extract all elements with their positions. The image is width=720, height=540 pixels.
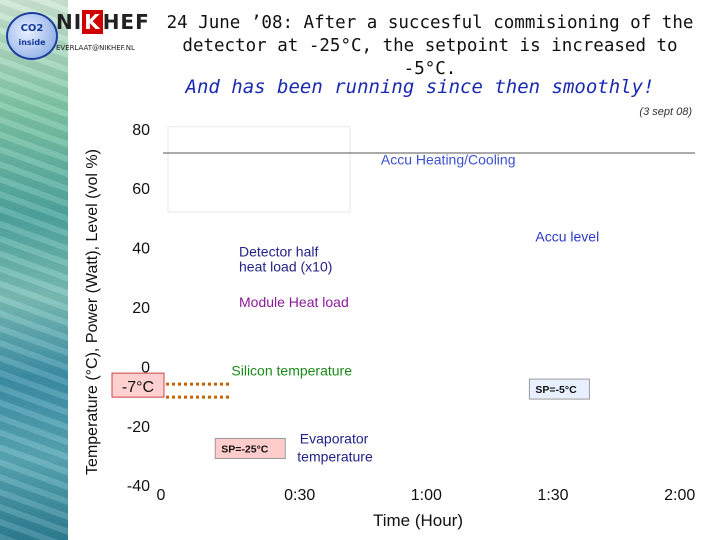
co2-text: CO2 bbox=[20, 23, 44, 34]
y-tick-label: 60 bbox=[132, 181, 150, 198]
y-tick-label: 20 bbox=[132, 300, 150, 317]
title-line-1: 24 June ’08: After a succesful commision… bbox=[166, 13, 694, 33]
annotation-label: Accu level bbox=[535, 229, 599, 245]
x-tick-label: 2:00 bbox=[664, 487, 695, 504]
subtitle: And has been running since then smoothly… bbox=[185, 76, 655, 98]
annotation-label: Module Heat load bbox=[239, 294, 349, 310]
brand-right: HEF bbox=[102, 10, 150, 34]
x-axis-label: Time (Hour) bbox=[373, 511, 463, 530]
page-title: 24 June ’08: After a succesful commision… bbox=[160, 12, 700, 81]
y-tick-label: -40 bbox=[127, 478, 150, 495]
y-tick-label: 80 bbox=[132, 122, 150, 139]
setpoint-marker-label: -7°C bbox=[122, 379, 154, 396]
brand-left: NI bbox=[56, 10, 83, 34]
co2-inside-logo: CO2 inside bbox=[6, 12, 58, 60]
x-tick-label: 0 bbox=[157, 487, 166, 504]
annotation-label: Accu Heating/Cooling bbox=[381, 151, 516, 167]
annotation-label: heat load (x10) bbox=[239, 258, 332, 274]
email: EVERLAAT@NIKHEF.NL bbox=[56, 44, 135, 52]
setpoint-label: SP=-25°C bbox=[221, 443, 269, 455]
x-tick-label: 1:00 bbox=[411, 487, 442, 504]
brand-k: K bbox=[82, 10, 103, 34]
date-note: (3 sept 08) bbox=[639, 106, 692, 118]
x-tick-label: 1:30 bbox=[537, 487, 568, 504]
logo: CO2 inside NI K HEF EVERLAAT@NIKHEF.NL bbox=[6, 4, 156, 64]
co2-sub-text: inside bbox=[18, 38, 46, 47]
x-tick-label: 0:30 bbox=[284, 487, 315, 504]
setpoint-box bbox=[528, 378, 590, 400]
y-tick-label: 0 bbox=[141, 359, 150, 376]
nikhef-logo: NI K HEF bbox=[56, 10, 150, 34]
setpoint-label: SP=-5°C bbox=[535, 384, 577, 396]
annotation-label: Evaporator bbox=[300, 431, 369, 447]
y-tick-label: -20 bbox=[127, 419, 150, 436]
accu-area-box bbox=[167, 126, 351, 213]
annotation-label: temperature bbox=[297, 448, 373, 464]
annotation-label: Detector half bbox=[239, 243, 318, 259]
setpoint-marker-box bbox=[111, 372, 165, 398]
y-tick-label: 40 bbox=[132, 241, 150, 258]
annotation-label: Silicon temperature bbox=[231, 362, 352, 378]
decorative-sidebar bbox=[0, 0, 68, 540]
title-line-2: detector at -25°C, the setpoint is incre… bbox=[182, 36, 678, 79]
setpoint-box bbox=[214, 437, 286, 459]
